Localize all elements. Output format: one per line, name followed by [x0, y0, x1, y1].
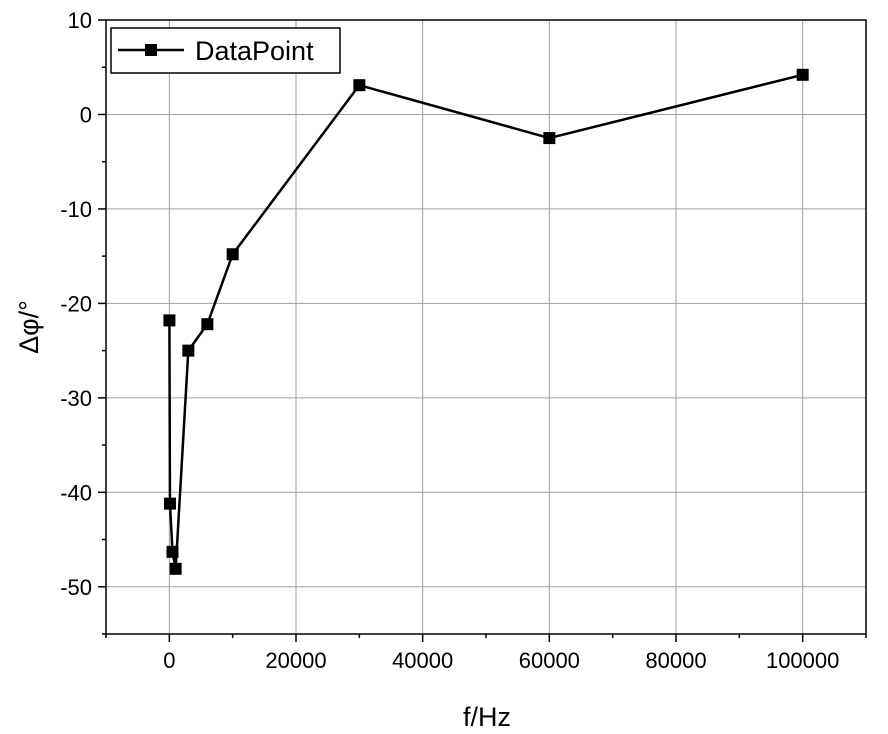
data-series: [163, 68, 809, 575]
y-tick-label: -50: [60, 575, 92, 600]
y-tick-label: -20: [60, 291, 92, 316]
plot-frame: [105, 19, 867, 635]
series-line: [168, 73, 803, 571]
y-tick-label: -10: [60, 197, 92, 222]
data-point-marker: [201, 318, 214, 331]
y-tick-label: 0: [80, 102, 92, 127]
x-tick-label: 100000: [766, 648, 839, 673]
x-tick-label: 20000: [265, 648, 326, 673]
gridlines: [106, 19, 866, 634]
y-tick-label: -30: [60, 386, 92, 411]
x-tick-label: 60000: [519, 648, 580, 673]
x-axis-title: f/Hz: [463, 702, 511, 732]
y-tick-label: -40: [60, 480, 92, 505]
data-point-marker: [166, 545, 179, 558]
x-tick-label: 0: [163, 648, 175, 673]
data-point-marker: [543, 132, 556, 145]
data-point-marker: [163, 314, 176, 327]
data-point-marker: [226, 248, 239, 261]
x-tick-label: 80000: [645, 648, 706, 673]
data-point-marker: [353, 79, 366, 92]
data-point-marker: [169, 562, 182, 575]
legend: DataPoint: [110, 27, 341, 74]
data-point-marker: [796, 68, 809, 81]
data-point-marker: [182, 344, 195, 357]
x-tick-label: 40000: [392, 648, 453, 673]
axes: 0 20000 40000 60000 80000 100000 10 0 -10 -20 -30 -…: [60, 8, 867, 673]
data-point-marker: [163, 497, 176, 510]
y-axis-title: Δφ/°: [14, 300, 44, 354]
legend-marker: [145, 44, 157, 56]
y-tick-label: 10: [68, 8, 92, 33]
legend-label: DataPoint: [195, 36, 314, 66]
